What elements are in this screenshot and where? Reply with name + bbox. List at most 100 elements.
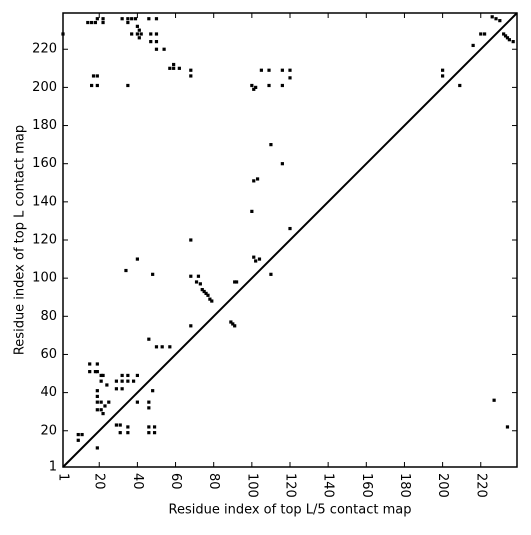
y-axis-label: Residue index of top L contact map — [13, 125, 28, 355]
contact-point — [126, 379, 130, 383]
x-tick-label: 20 — [92, 473, 107, 490]
contact-point — [103, 404, 107, 408]
contact-point — [131, 379, 136, 383]
x-axis-label: Residue index of top L/5 contact map — [169, 503, 412, 518]
contact-point — [505, 425, 510, 429]
contact-point — [233, 280, 237, 284]
contact-point — [95, 400, 99, 404]
contact-point — [80, 432, 84, 437]
contact-point — [95, 408, 99, 412]
x-tick-label: 220 — [473, 473, 488, 498]
contact-point — [189, 238, 193, 242]
contact-point — [498, 19, 502, 23]
contact-point — [95, 17, 99, 21]
contact-point — [99, 379, 103, 383]
contact-point — [76, 438, 80, 442]
contact-point — [95, 362, 99, 366]
x-tick-label: 200 — [435, 473, 450, 498]
contact-point — [130, 32, 134, 36]
contact-point — [120, 387, 124, 391]
x-tick-label: 100 — [244, 473, 259, 498]
contact-point — [502, 32, 506, 36]
contact-point — [135, 257, 139, 261]
contact-point — [254, 259, 258, 263]
y-tick-label: 40 — [40, 385, 57, 400]
contact-point — [95, 74, 99, 78]
contact-point — [168, 345, 172, 349]
contact-point — [88, 362, 92, 366]
y-tick-label: 80 — [40, 309, 57, 324]
contact-point — [151, 272, 155, 276]
contact-point — [441, 68, 445, 72]
contact-point — [154, 32, 159, 36]
contact-point — [152, 425, 157, 429]
contact-point — [267, 68, 271, 72]
contact-point — [124, 268, 128, 273]
contact-point — [202, 289, 206, 294]
contact-point — [189, 274, 193, 278]
x-tick-label: 160 — [359, 473, 374, 498]
contact-point — [482, 32, 487, 36]
contact-point — [490, 15, 494, 19]
contact-point — [95, 394, 99, 399]
contact-point — [147, 17, 151, 21]
contact-point — [160, 345, 164, 349]
contact-point — [135, 400, 139, 404]
contact-point — [114, 387, 119, 391]
diagonal — [62, 12, 518, 468]
contact-point — [280, 162, 284, 166]
contact-point — [90, 20, 94, 25]
contact-point — [252, 255, 256, 259]
contact-point — [126, 83, 130, 88]
contact-point — [208, 297, 212, 301]
contact-point — [479, 32, 483, 36]
contact-point — [95, 370, 99, 374]
contact-point — [152, 431, 157, 435]
x-tick-label: 180 — [397, 473, 412, 498]
contact-point — [147, 406, 151, 410]
contact-point — [198, 282, 202, 286]
contact-point — [147, 337, 151, 341]
contact-point — [471, 43, 475, 48]
contact-point — [151, 389, 155, 393]
contact-point — [154, 345, 159, 349]
contact-point — [252, 87, 256, 91]
contact-point — [254, 85, 258, 89]
contact-point — [288, 68, 292, 72]
x-tick-label: 140 — [321, 473, 336, 498]
contact-point — [130, 17, 134, 21]
contact-point — [255, 177, 260, 181]
contact-point — [99, 400, 103, 404]
contact-point — [189, 74, 193, 78]
contact-point — [147, 400, 151, 404]
contact-point — [267, 83, 271, 88]
contact-point — [95, 389, 99, 393]
contact-point — [118, 423, 122, 427]
contact-point — [154, 47, 159, 51]
contact-point — [147, 431, 151, 435]
contact-point — [200, 287, 204, 292]
contact-point — [126, 431, 130, 435]
contact-point — [149, 32, 153, 36]
contact-point — [105, 383, 109, 387]
contact-point — [505, 36, 510, 40]
contact-point — [189, 68, 193, 72]
contact-point — [101, 17, 105, 21]
contact-point — [137, 28, 141, 32]
contact-point — [189, 324, 193, 328]
contact-point — [162, 47, 166, 51]
contact-point — [250, 209, 254, 213]
contact-point — [147, 425, 151, 429]
contact-point — [135, 32, 139, 36]
x-tick-label: 120 — [283, 473, 298, 498]
contact-point — [76, 432, 80, 437]
contact-point — [95, 446, 99, 450]
contact-point — [133, 17, 138, 21]
y-tick-label: 1 — [49, 460, 57, 475]
contact-point — [135, 24, 139, 28]
contact-point — [120, 17, 124, 21]
contact-point — [137, 36, 141, 40]
y-tick-label: 100 — [32, 271, 57, 286]
contact-point — [107, 400, 111, 404]
